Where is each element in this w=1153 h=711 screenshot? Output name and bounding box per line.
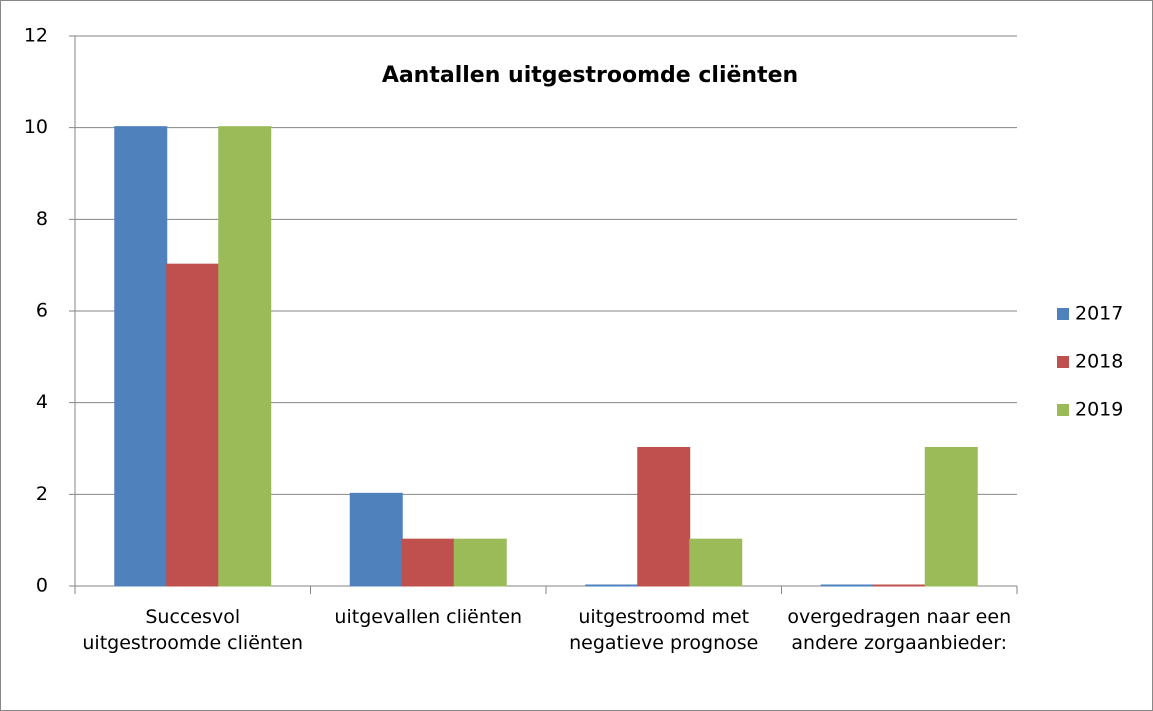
bar	[166, 263, 220, 587]
legend-label: 2018	[1075, 351, 1123, 373]
x-tick-label: overgedragen naar een andere zorgaanbied…	[787, 606, 1012, 654]
y-tick-label: 4	[36, 391, 48, 413]
bar	[114, 126, 168, 587]
bar	[218, 126, 272, 587]
bar	[401, 538, 455, 587]
y-tick-label: 10	[24, 116, 48, 138]
x-tick-label: Succesvol uitgestroomde cliënten	[82, 606, 304, 654]
y-tick-label: 6	[36, 300, 48, 322]
legend-label: 2017	[1075, 303, 1123, 325]
legend-swatch	[1057, 308, 1069, 320]
legend-swatch	[1057, 356, 1069, 368]
legend-label: 2019	[1075, 399, 1123, 421]
legend-swatch	[1057, 404, 1069, 416]
bar	[820, 584, 874, 587]
chart-title: Aantallen uitgestroomde cliënten	[382, 63, 798, 88]
bar	[924, 447, 978, 587]
x-tick-label: uitgevallen cliënten	[334, 606, 523, 628]
x-tick-label: uitgestroomd met negatieve prognose	[569, 606, 759, 654]
bar	[349, 492, 403, 587]
bar	[872, 584, 926, 587]
y-tick-label: 0	[36, 575, 48, 597]
y-tick-label: 8	[36, 208, 48, 230]
bar	[453, 538, 507, 587]
bar	[585, 584, 639, 587]
y-tick-label: 12	[24, 25, 48, 47]
y-tick-label: 2	[36, 483, 48, 505]
bar	[637, 447, 691, 587]
bar	[689, 538, 743, 587]
